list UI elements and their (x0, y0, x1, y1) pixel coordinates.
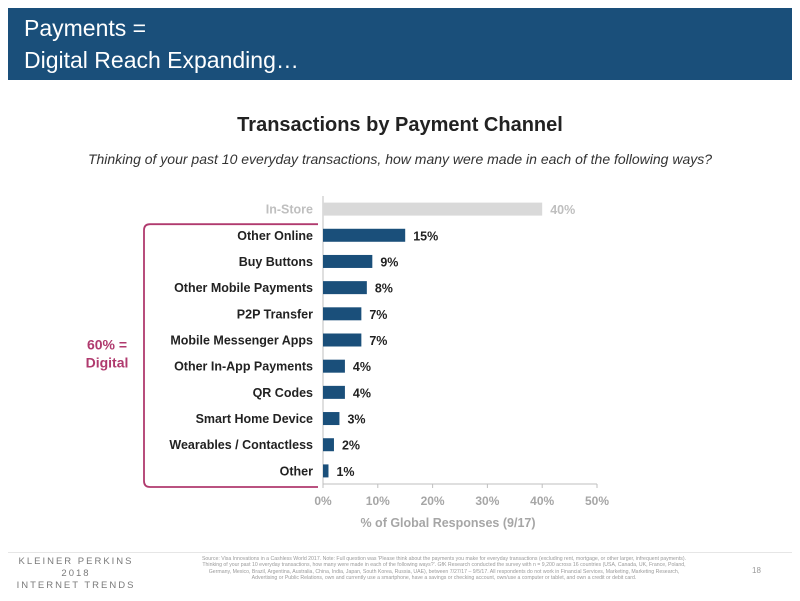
chart-subtitle: Thinking of your past 10 everyday transa… (87, 151, 713, 167)
data-label-8: 3% (347, 413, 365, 427)
bar-4 (323, 307, 362, 321)
data-label-9: 2% (342, 439, 360, 453)
x-tick-label-4: 40% (530, 494, 554, 508)
data-label-4: 7% (369, 308, 387, 322)
category-label-4: P2P Transfer (237, 307, 313, 321)
category-label-6: Other In-App Payments (174, 360, 313, 374)
bar-7 (323, 385, 345, 399)
bar-0 (323, 202, 543, 216)
x-tick-label-0: 0% (314, 494, 332, 508)
category-label-1: Other Online (237, 229, 313, 243)
source-note: Source: Visa Innovations in a Cashless W… (201, 556, 687, 582)
category-label-2: Buy Buttons (239, 255, 313, 269)
data-label-0: 40% (550, 203, 575, 217)
data-label-3: 8% (375, 282, 393, 296)
logo-line-3: INTERNET TRENDS (16, 580, 136, 591)
x-tick-label-5: 50% (585, 494, 609, 508)
category-label-8: Smart Home Device (196, 412, 313, 426)
bar-9 (323, 438, 334, 452)
category-label-9: Wearables / Contactless (169, 438, 313, 452)
data-label-2: 9% (380, 255, 398, 269)
digital-bracket (143, 223, 318, 488)
category-label-7: QR Codes (253, 386, 313, 400)
bar-6 (323, 359, 345, 373)
x-axis-label: % of Global Responses (9/17) (360, 516, 535, 530)
bar-chart: In-Store 40% Other Online 15% Buy Buttons 9% O… (86, 196, 609, 530)
x-tick-label-3: 30% (475, 494, 499, 508)
x-tick-label-2: 20% (421, 494, 445, 508)
bar-3 (323, 281, 367, 295)
chart-title: Transactions by Payment Channel (237, 114, 563, 136)
footer-divider (8, 552, 792, 553)
data-label-10: 1% (336, 465, 354, 479)
data-label-6: 4% (353, 360, 371, 374)
bar-1 (323, 228, 406, 242)
data-label-5: 7% (369, 334, 387, 348)
slide-title-line-2: Digital Reach Expanding… (24, 47, 299, 73)
category-label-5: Mobile Messenger Apps (170, 334, 313, 348)
category-label-0: In-Store (266, 203, 313, 217)
x-tick-label-1: 10% (366, 494, 390, 508)
slide-title-line-1: Payments = (24, 15, 147, 41)
data-label-7: 4% (353, 386, 371, 400)
bar-10 (323, 464, 329, 478)
bar-8 (323, 412, 340, 426)
footer-logo: KLEINER PERKINS 2018 INTERNET TRENDS (16, 556, 136, 592)
logo-line-1: KLEINER PERKINS (18, 556, 134, 567)
bar-5 (323, 333, 362, 347)
data-label-1: 15% (413, 229, 438, 243)
page-number: 18 (752, 566, 761, 575)
bracket-label-line-1: 60% = (87, 337, 127, 353)
bracket-label-line-2: Digital (86, 355, 129, 371)
logo-line-2: 2018 (61, 568, 91, 579)
category-label-10: Other (280, 464, 313, 478)
bar-2 (323, 254, 373, 268)
title-banner: Payments = Digital Reach Expanding… (8, 8, 792, 80)
category-label-3: Other Mobile Payments (174, 281, 313, 295)
